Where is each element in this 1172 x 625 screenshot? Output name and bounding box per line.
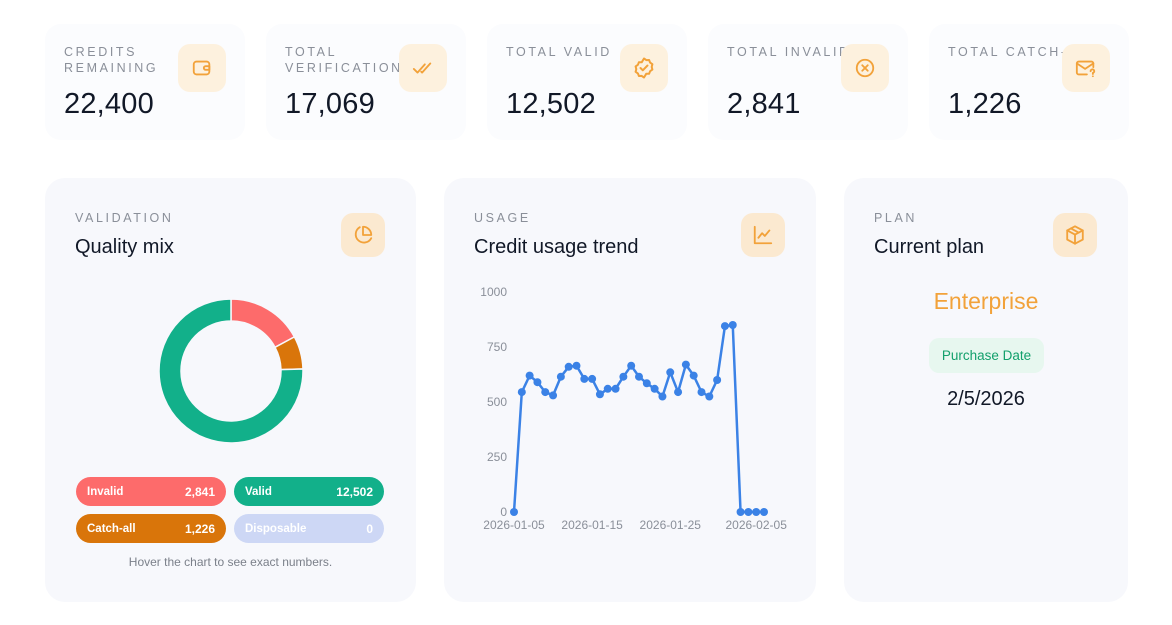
double-check-icon (399, 44, 447, 92)
usage-data-point[interactable] (752, 508, 761, 516)
legend-value: 12,502 (336, 484, 373, 499)
usage-data-point[interactable] (744, 508, 753, 516)
panel-kicker: USAGE (474, 211, 531, 225)
usage-data-point[interactable] (603, 384, 612, 393)
usage-data-point[interactable] (642, 379, 651, 388)
y-tick-label: 500 (487, 395, 507, 409)
legend-pill-valid[interactable]: Valid 12,502 (234, 477, 384, 506)
stat-label: TOTAL CATCH-ALL (948, 45, 1098, 59)
usage-data-point[interactable] (666, 368, 675, 377)
usage-data-point[interactable] (525, 371, 534, 380)
validation-panel: VALIDATION Quality mix Invalid 2,841 Val… (45, 178, 416, 602)
usage-data-point[interactable] (760, 508, 768, 516)
y-tick-label: 750 (487, 340, 507, 354)
plan-name: Enterprise (933, 288, 1039, 314)
stat-card-total-valid: TOTAL VALID 12,502 (487, 24, 687, 140)
usage-data-point[interactable] (619, 372, 628, 381)
line-chart-icon (741, 213, 785, 257)
usage-data-point[interactable] (541, 388, 550, 397)
usage-data-point[interactable] (611, 384, 620, 393)
usage-data-point[interactable] (510, 508, 518, 516)
legend-pill-catch-all[interactable]: Catch-all 1,226 (76, 514, 226, 543)
credit-usage-line-chart[interactable]: 0 250 500 750 1000 2026-01-05 2026-01-15 2026-0… (444, 178, 816, 602)
usage-data-point[interactable] (736, 508, 745, 516)
panel-title: Quality mix (75, 236, 174, 258)
legend-value: 1,226 (184, 521, 215, 536)
mail-question-icon (1062, 44, 1110, 92)
x-tick-label: 2026-02-05 (725, 518, 787, 532)
box-icon (1053, 213, 1097, 257)
stat-card-total-catch-all: TOTAL CATCH-ALL 1,226 (929, 24, 1129, 140)
legend-value: 2,841 (184, 484, 215, 499)
chart-hint: Hover the chart to see exact numbers. (128, 555, 333, 569)
usage-data-point[interactable] (572, 361, 581, 370)
verified-badge-icon (620, 44, 668, 92)
pie-chart-icon (341, 213, 385, 257)
legend-label: Catch-all (87, 522, 136, 535)
panel-kicker: PLAN (874, 211, 918, 225)
stat-value: 22,400 (64, 88, 154, 120)
usage-data-point[interactable] (580, 374, 589, 383)
usage-data-point[interactable] (681, 360, 690, 369)
x-tick-label: 2026-01-15 (561, 518, 623, 532)
plan-panel: PLAN Current plan Enterprise Purchase Da… (844, 178, 1128, 602)
usage-data-point[interactable] (705, 392, 714, 401)
usage-data-point[interactable] (533, 378, 542, 387)
usage-data-point[interactable] (728, 321, 737, 329)
x-circle-icon (841, 44, 889, 92)
donut-slice-invalid[interactable] (230, 298, 296, 349)
usage-data-point[interactable] (556, 372, 565, 381)
donut-slice-valid[interactable] (158, 298, 304, 444)
stat-value: 1,226 (948, 88, 1022, 120)
legend-label: Valid (245, 485, 272, 498)
legend-value: 0 (366, 521, 373, 536)
legend-label: Invalid (87, 485, 124, 498)
y-tick-label: 250 (487, 450, 507, 464)
stat-card-total-verifications: TOTAL VERIFICATIONS 17,069 (266, 24, 466, 140)
y-tick-label: 0 (500, 505, 507, 519)
purchase-date-value: 2/5/2026 (947, 388, 1025, 410)
usage-data-point[interactable] (650, 384, 659, 393)
usage-data-point[interactable] (588, 374, 597, 383)
panel-title: Credit usage trend (474, 236, 639, 258)
panel-title: Current plan (874, 236, 985, 258)
stat-value: 12,502 (506, 88, 596, 120)
stat-label: TOTAL VALID (506, 45, 612, 59)
legend-pill-disposable[interactable]: Disposable 0 (234, 514, 384, 543)
stat-card-credits-remaining: CREDITS REMAINING 22,400 (45, 24, 245, 140)
usage-data-point[interactable] (517, 388, 526, 397)
usage-data-point[interactable] (549, 391, 558, 400)
legend-label: Disposable (245, 522, 307, 535)
wallet-icon (178, 44, 226, 92)
panel-kicker: VALIDATION (75, 211, 174, 225)
stat-card-total-invalid: TOTAL INVALID 2,841 (708, 24, 908, 140)
usage-data-point[interactable] (635, 372, 643, 381)
x-tick-label: 2026-01-05 (483, 518, 545, 532)
usage-data-point[interactable] (674, 388, 683, 397)
usage-data-point[interactable] (720, 322, 729, 331)
usage-data-point[interactable] (564, 362, 573, 371)
x-tick-label: 2026-01-25 (640, 518, 702, 532)
usage-data-point[interactable] (595, 390, 604, 399)
legend-pill-invalid[interactable]: Invalid 2,841 (76, 477, 226, 506)
stat-label: TOTAL VERIFICATIONS (285, 45, 414, 75)
y-tick-label: 1000 (480, 285, 507, 299)
usage-panel: USAGE Credit usage trend 0 250 500 750 1000 2… (444, 178, 816, 602)
stat-value: 17,069 (285, 88, 375, 120)
usage-data-point[interactable] (713, 376, 722, 384)
stat-label: TOTAL INVALID (727, 45, 851, 59)
usage-data-point[interactable] (689, 371, 698, 380)
usage-data-point[interactable] (627, 361, 636, 370)
usage-data-point[interactable] (697, 388, 706, 397)
stat-label: CREDITS REMAINING (64, 45, 159, 75)
stat-value: 2,841 (727, 88, 801, 120)
purchase-date-badge: Purchase Date (929, 338, 1044, 373)
usage-data-point[interactable] (658, 392, 667, 401)
usage-series-line (512, 323, 764, 514)
quality-donut-chart[interactable] (151, 291, 311, 451)
